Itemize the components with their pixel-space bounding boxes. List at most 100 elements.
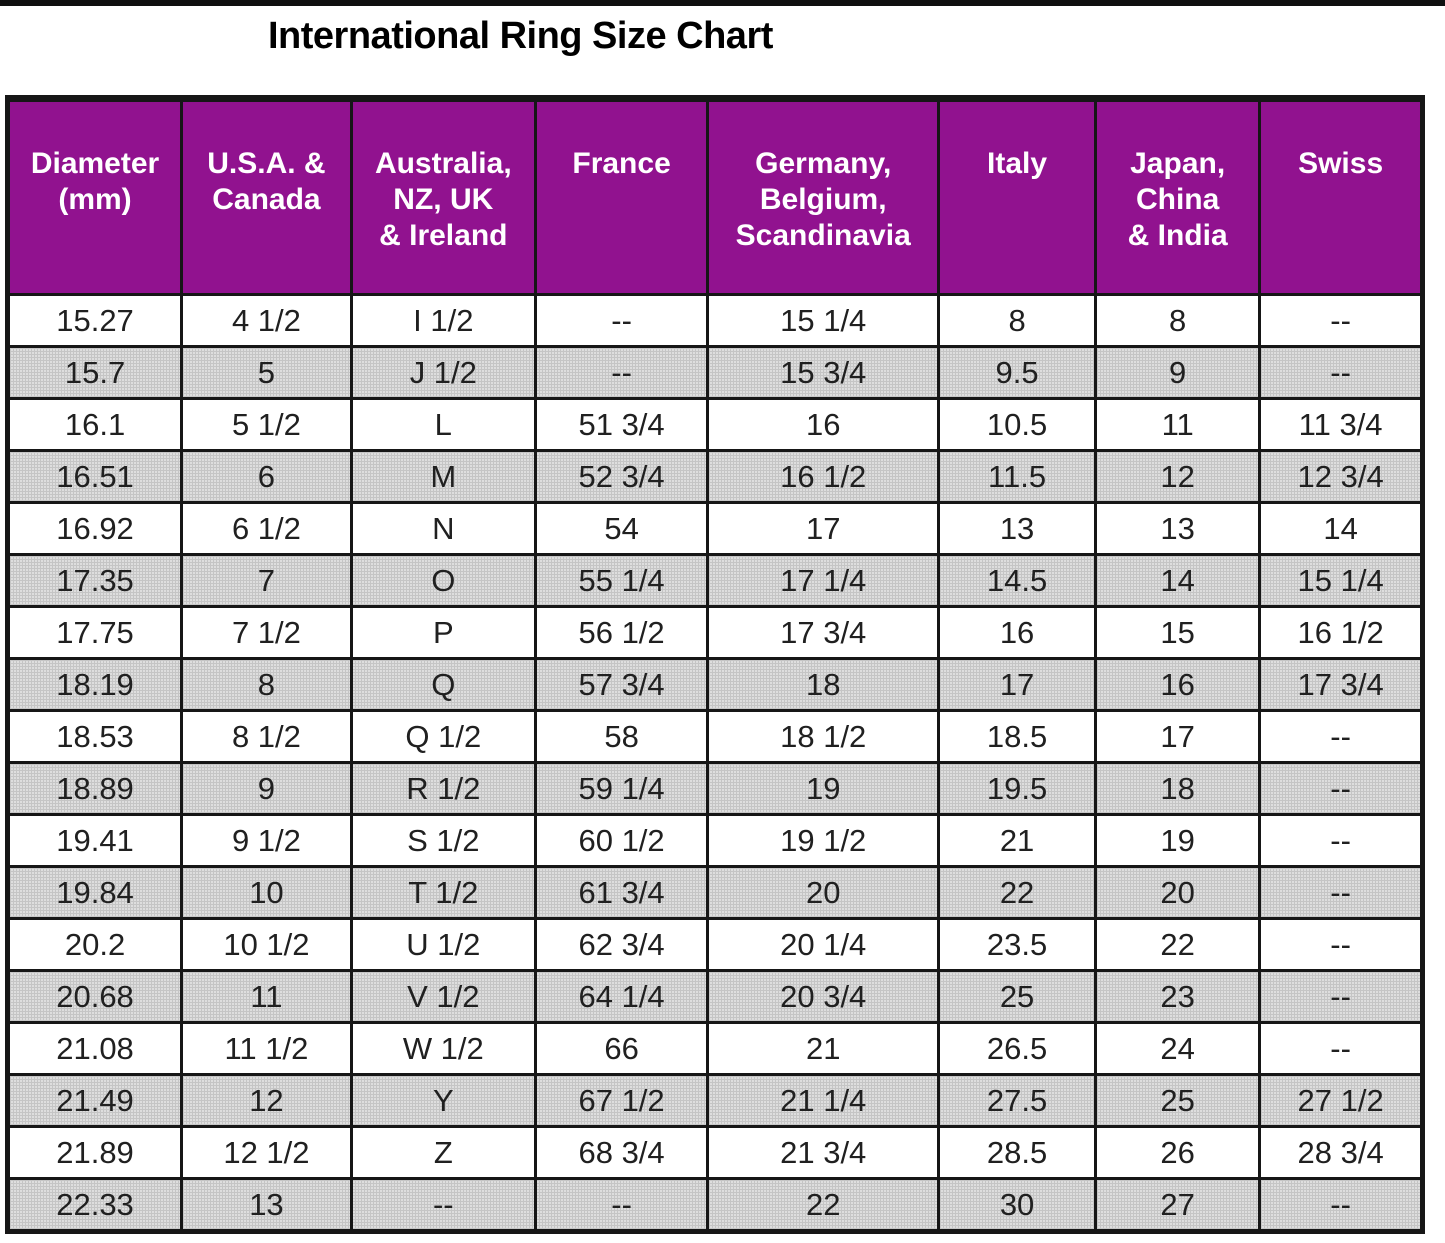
table-cell-australia-nz-uk-ireland: R 1/2 (349, 761, 537, 816)
table-cell-australia-nz-uk-ireland: Q 1/2 (349, 709, 537, 764)
table-cell-usa-canada: 11 (180, 969, 353, 1024)
table-cell-usa-canada: 11 1/2 (180, 1021, 353, 1076)
table-cell-japan-china-india: 19 (1094, 813, 1262, 868)
table-cell-germany-belgium-scandinavia: 15 1/4 (706, 293, 941, 348)
table-cell-italy: 21 (937, 813, 1098, 868)
table-cell-france: 68 3/4 (533, 1125, 710, 1180)
column-header-germany-belgium-scandinavia: Germany, Belgium, Scandinavia (706, 97, 941, 296)
table-cell-diameter-mm: 19.41 (5, 813, 184, 868)
table-cell-diameter-mm: 18.19 (5, 657, 184, 712)
table-cell-japan-china-india: 8 (1094, 293, 1262, 348)
table-cell-australia-nz-uk-ireland: T 1/2 (349, 865, 537, 920)
table-cell-australia-nz-uk-ireland: Y (349, 1073, 537, 1128)
table-cell-germany-belgium-scandinavia: 21 1/4 (706, 1073, 941, 1128)
table-cell-swiss: -- (1258, 761, 1424, 816)
table-row: 19.41 9 1/2 S 1/2 60 1/2 19 1/2 21 19 -- (5, 813, 1424, 868)
table-cell-swiss: 14 (1258, 501, 1424, 556)
table-cell-australia-nz-uk-ireland: J 1/2 (349, 345, 537, 400)
table-cell-diameter-mm: 18.53 (5, 709, 184, 764)
table-cell-germany-belgium-scandinavia: 20 3/4 (706, 969, 941, 1024)
table-cell-diameter-mm: 20.2 (5, 917, 184, 972)
table-cell-usa-canada: 10 (180, 865, 353, 920)
table-cell-diameter-mm: 15.27 (5, 293, 184, 348)
table-cell-usa-canada: 6 1/2 (180, 501, 353, 556)
table-cell-diameter-mm: 19.84 (5, 865, 184, 920)
table-cell-australia-nz-uk-ireland: N (349, 501, 537, 556)
table-cell-japan-china-india: 16 (1094, 657, 1262, 712)
table-row: 16.1 5 1/2 L 51 3/4 16 10.5 11 11 3/4 (5, 397, 1424, 452)
table-cell-usa-canada: 8 1/2 (180, 709, 353, 764)
table-cell-usa-canada: 7 (180, 553, 353, 608)
table-cell-italy: 30 (937, 1177, 1098, 1233)
table-cell-italy: 23.5 (937, 917, 1098, 972)
table-cell-japan-china-india: 17 (1094, 709, 1262, 764)
table-cell-germany-belgium-scandinavia: 21 (706, 1021, 941, 1076)
table-cell-diameter-mm: 21.89 (5, 1125, 184, 1180)
table-cell-italy: 17 (937, 657, 1098, 712)
table-cell-australia-nz-uk-ireland: M (349, 449, 537, 504)
table-cell-germany-belgium-scandinavia: 19 (706, 761, 941, 816)
table-cell-japan-china-india: 9 (1094, 345, 1262, 400)
table-row: 22.33 13 -- -- 22 30 27 -- (5, 1177, 1424, 1233)
table-cell-diameter-mm: 16.92 (5, 501, 184, 556)
table-row: 21.08 11 1/2 W 1/2 66 21 26.5 24 -- (5, 1021, 1424, 1076)
table-cell-germany-belgium-scandinavia: 20 1/4 (706, 917, 941, 972)
table-cell-germany-belgium-scandinavia: 20 (706, 865, 941, 920)
table-cell-australia-nz-uk-ireland: -- (349, 1177, 537, 1233)
table-cell-japan-china-india: 24 (1094, 1021, 1262, 1076)
table-cell-swiss: -- (1258, 345, 1424, 400)
table-cell-france: 58 (533, 709, 710, 764)
ring-size-table: Diameter (mm) U.S.A. & Canada Australia, N… (5, 95, 1425, 1234)
table-cell-france: -- (533, 1177, 710, 1233)
table-cell-japan-china-india: 15 (1094, 605, 1262, 660)
table-cell-diameter-mm: 16.51 (5, 449, 184, 504)
table-row: 15.27 4 1/2 I 1/2 -- 15 1/4 8 8 -- (5, 293, 1424, 348)
table-cell-usa-canada: 8 (180, 657, 353, 712)
table-cell-australia-nz-uk-ireland: V 1/2 (349, 969, 537, 1024)
table-row: 19.84 10 T 1/2 61 3/4 20 22 20 -- (5, 865, 1424, 920)
table-cell-australia-nz-uk-ireland: Q (349, 657, 537, 712)
table-cell-japan-china-india: 20 (1094, 865, 1262, 920)
table-cell-swiss: -- (1258, 917, 1424, 972)
table-cell-australia-nz-uk-ireland: I 1/2 (349, 293, 537, 348)
table-row: 17.75 7 1/2 P 56 1/2 17 3/4 16 15 16 1/2 (5, 605, 1424, 660)
table-cell-germany-belgium-scandinavia: 17 3/4 (706, 605, 941, 660)
column-header-japan-china-india: Japan, China & India (1094, 97, 1262, 296)
table-cell-france: -- (533, 293, 710, 348)
table-cell-germany-belgium-scandinavia: 18 1/2 (706, 709, 941, 764)
table-cell-australia-nz-uk-ireland: W 1/2 (349, 1021, 537, 1076)
table-cell-france: 64 1/4 (533, 969, 710, 1024)
table-cell-italy: 27.5 (937, 1073, 1098, 1128)
table-row: 16.51 6 M 52 3/4 16 1/2 11.5 12 12 3/4 (5, 449, 1424, 504)
table-cell-usa-canada: 5 1/2 (180, 397, 353, 452)
column-header-australia-nz-uk-ireland: Australia, NZ, UK & Ireland (349, 97, 537, 296)
table-cell-usa-canada: 12 (180, 1073, 353, 1128)
table-cell-italy: 13 (937, 501, 1098, 556)
table-row: 16.92 6 1/2 N 54 17 13 13 14 (5, 501, 1424, 556)
table-cell-france: 52 3/4 (533, 449, 710, 504)
table-cell-usa-canada: 10 1/2 (180, 917, 353, 972)
table-cell-diameter-mm: 20.68 (5, 969, 184, 1024)
table-cell-australia-nz-uk-ireland: Z (349, 1125, 537, 1180)
table-cell-swiss: 16 1/2 (1258, 605, 1424, 660)
column-header-usa-canada: U.S.A. & Canada (180, 97, 353, 296)
table-cell-usa-canada: 4 1/2 (180, 293, 353, 348)
table-row: 17.35 7 O 55 1/4 17 1/4 14.5 14 15 1/4 (5, 553, 1424, 608)
table-cell-italy: 19.5 (937, 761, 1098, 816)
table-cell-germany-belgium-scandinavia: 16 (706, 397, 941, 452)
table-row: 20.68 11 V 1/2 64 1/4 20 3/4 25 23 -- (5, 969, 1424, 1024)
table-cell-germany-belgium-scandinavia: 17 1/4 (706, 553, 941, 608)
table-cell-france: 56 1/2 (533, 605, 710, 660)
table-cell-japan-china-india: 11 (1094, 397, 1262, 452)
table-header: Diameter (mm) U.S.A. & Canada Australia, N… (5, 97, 1424, 296)
table-cell-italy: 25 (937, 969, 1098, 1024)
table-cell-diameter-mm: 17.35 (5, 553, 184, 608)
table-cell-japan-china-india: 13 (1094, 501, 1262, 556)
table-cell-japan-china-india: 18 (1094, 761, 1262, 816)
table-cell-germany-belgium-scandinavia: 22 (706, 1177, 941, 1233)
table-cell-italy: 22 (937, 865, 1098, 920)
table-cell-swiss: 12 3/4 (1258, 449, 1424, 504)
table-cell-swiss: -- (1258, 969, 1424, 1024)
table-cell-italy: 16 (937, 605, 1098, 660)
